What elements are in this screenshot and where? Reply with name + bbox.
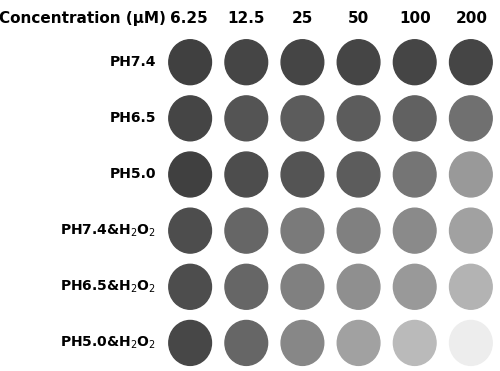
- Ellipse shape: [169, 40, 212, 85]
- Text: 50: 50: [348, 11, 370, 26]
- Ellipse shape: [281, 208, 324, 253]
- Ellipse shape: [450, 321, 492, 365]
- Text: PH5.0: PH5.0: [110, 167, 156, 181]
- Text: PH7.4: PH7.4: [110, 55, 156, 69]
- Text: PH5.0&H$_2$O$_2$: PH5.0&H$_2$O$_2$: [60, 335, 156, 351]
- Text: 100: 100: [400, 11, 431, 26]
- Text: Concentration (μM): Concentration (μM): [0, 11, 166, 26]
- Text: PH6.5: PH6.5: [110, 111, 156, 125]
- Text: 6.25: 6.25: [170, 11, 208, 26]
- Ellipse shape: [394, 208, 436, 253]
- Ellipse shape: [394, 264, 436, 309]
- Ellipse shape: [281, 152, 324, 197]
- Ellipse shape: [225, 321, 268, 365]
- Ellipse shape: [169, 152, 212, 197]
- Ellipse shape: [169, 321, 212, 365]
- Text: 25: 25: [292, 11, 313, 26]
- Text: PH7.4&H$_2$O$_2$: PH7.4&H$_2$O$_2$: [60, 223, 156, 239]
- Ellipse shape: [169, 264, 212, 309]
- Ellipse shape: [450, 264, 492, 309]
- Ellipse shape: [337, 208, 380, 253]
- Ellipse shape: [337, 152, 380, 197]
- Ellipse shape: [225, 152, 268, 197]
- Ellipse shape: [337, 96, 380, 141]
- Ellipse shape: [394, 96, 436, 141]
- Ellipse shape: [450, 152, 492, 197]
- Ellipse shape: [394, 40, 436, 85]
- Ellipse shape: [450, 40, 492, 85]
- Ellipse shape: [450, 96, 492, 141]
- Ellipse shape: [394, 321, 436, 365]
- Ellipse shape: [281, 40, 324, 85]
- Ellipse shape: [281, 96, 324, 141]
- Ellipse shape: [169, 96, 212, 141]
- Ellipse shape: [450, 208, 492, 253]
- Ellipse shape: [394, 152, 436, 197]
- Ellipse shape: [225, 264, 268, 309]
- Text: 12.5: 12.5: [227, 11, 264, 26]
- Ellipse shape: [281, 321, 324, 365]
- Ellipse shape: [337, 264, 380, 309]
- Ellipse shape: [225, 96, 268, 141]
- Ellipse shape: [169, 208, 212, 253]
- Ellipse shape: [225, 40, 268, 85]
- Text: PH6.5&H$_2$O$_2$: PH6.5&H$_2$O$_2$: [60, 279, 156, 295]
- Ellipse shape: [225, 208, 268, 253]
- Ellipse shape: [281, 264, 324, 309]
- Ellipse shape: [337, 40, 380, 85]
- Text: 200: 200: [456, 11, 488, 26]
- Ellipse shape: [337, 321, 380, 365]
